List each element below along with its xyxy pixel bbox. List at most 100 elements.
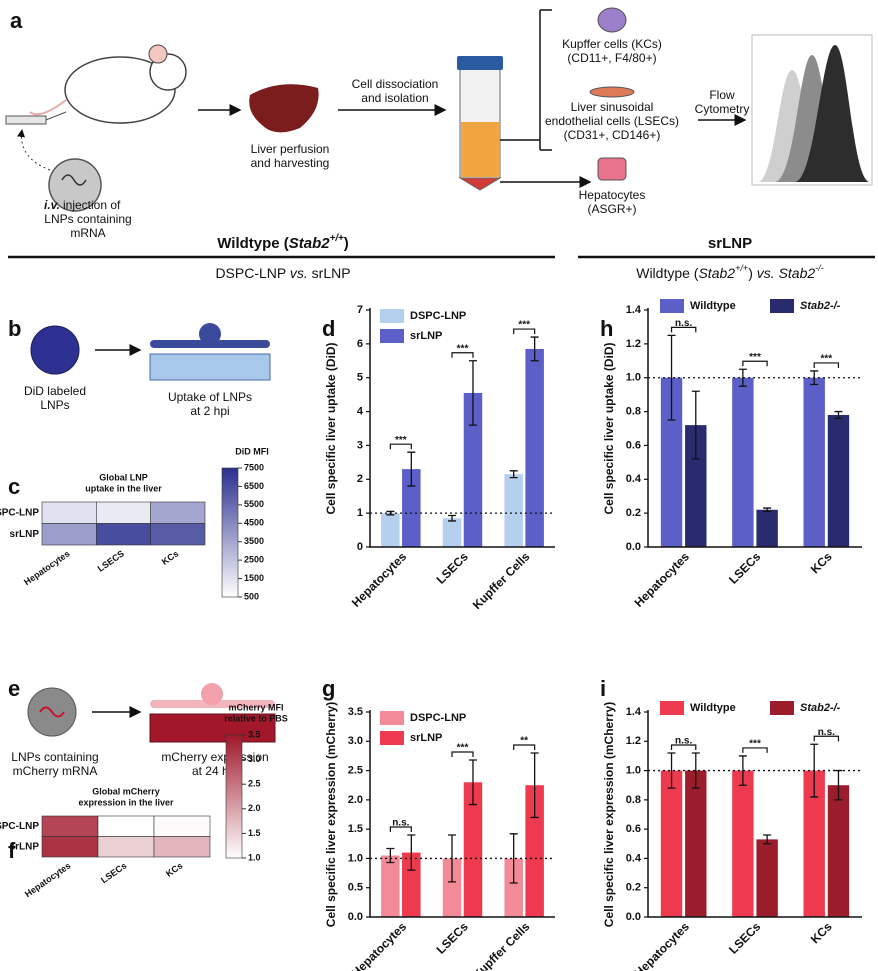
significance-bracket xyxy=(513,328,536,335)
colorbar-tick-label: 6500 xyxy=(244,481,264,491)
heatmap-title: Global LNP xyxy=(99,472,148,482)
error-bar xyxy=(763,507,772,513)
legend-label: srLNP xyxy=(410,330,442,342)
axes xyxy=(369,308,555,548)
legend-swatch xyxy=(380,329,404,343)
caption: LNPs xyxy=(40,398,69,412)
y-tick-label: 0.0 xyxy=(348,911,363,923)
significance-bracket xyxy=(389,443,412,450)
y-tick-label: 3.5 xyxy=(348,706,363,718)
caption: mCherry mRNA xyxy=(13,764,98,778)
x-tick-label: LSECs xyxy=(726,919,763,956)
colorbar-tick-label: 1.5 xyxy=(248,828,261,838)
bar xyxy=(685,770,707,917)
legend-label: DSPC-LNP xyxy=(410,310,466,322)
injection-emph: i.v. xyxy=(44,198,60,212)
heatmap-cell xyxy=(150,523,206,546)
y-tick-label: 5 xyxy=(357,372,363,384)
caption: (ASGR+) xyxy=(587,202,636,216)
significance-bracket xyxy=(813,362,840,368)
caption: Flow xyxy=(709,88,735,102)
heading-part: +/+ xyxy=(330,233,344,244)
bar xyxy=(827,785,850,917)
y-tick-label: 1.0 xyxy=(626,372,641,384)
significance-bracket xyxy=(742,360,768,367)
bar xyxy=(827,414,850,547)
y-tick-label: 1.2 xyxy=(626,735,641,747)
colorbar-tick-label: 4500 xyxy=(244,518,264,528)
heading-part: DSPC-LNP xyxy=(215,265,289,281)
bar xyxy=(525,348,544,547)
axes xyxy=(369,710,555,918)
heatmap-cell xyxy=(97,815,155,837)
y-tick-label: 6 xyxy=(357,338,363,350)
caption: Uptake of LNPs xyxy=(168,390,252,404)
colorbar-tick-label: 2.5 xyxy=(248,779,261,789)
legend-label: Wildtype xyxy=(690,300,736,312)
column-label: LSECs xyxy=(99,860,129,885)
caption: DiD labeled xyxy=(24,384,86,398)
y-tick-label: 1 xyxy=(357,507,363,519)
syringe xyxy=(5,115,47,125)
panel-label: f xyxy=(8,838,16,863)
legend-swatch xyxy=(380,309,404,323)
error-bar xyxy=(738,368,747,387)
heading-part: Wildtype ( xyxy=(636,265,699,281)
legend-label: Stab2-/- xyxy=(800,300,841,312)
significance-label: *** xyxy=(457,743,469,754)
significance-label: *** xyxy=(749,739,761,750)
heading-part: ) xyxy=(748,265,757,281)
y-tick-label: 4 xyxy=(357,405,364,417)
x-tick-label: Kupffer Cells xyxy=(470,919,533,971)
mouse-ear xyxy=(148,44,168,64)
colorbar-tick-label: 2500 xyxy=(244,555,264,565)
bar xyxy=(442,518,462,547)
error-bar xyxy=(407,834,416,871)
section-heading: Wildtype (Stab2+/+) vs. Stab2-/- xyxy=(636,263,824,280)
column-label: LSECS xyxy=(96,548,126,573)
heatmap-title: expression in the liver xyxy=(78,797,174,807)
heading-part: Stab2 xyxy=(775,265,816,281)
heatmap-cell xyxy=(96,501,151,524)
heatmap-cell xyxy=(41,523,97,546)
colorbar-tick-label: 3500 xyxy=(244,536,264,546)
axes xyxy=(647,308,862,548)
colorbar-tick-label: 7500 xyxy=(244,462,264,472)
y-tick-label: 1.4 xyxy=(626,706,642,718)
error-bar xyxy=(386,847,395,864)
error-bar xyxy=(763,834,772,845)
y-tick-label: 0.4 xyxy=(626,852,642,864)
heatmap-title: Global mCherry xyxy=(92,786,160,796)
significance-label: *** xyxy=(395,435,407,446)
x-tick-label: LSECs xyxy=(434,919,471,956)
column-label: KCs xyxy=(160,548,180,567)
error-bar xyxy=(468,360,477,426)
bar xyxy=(803,770,825,917)
lnp-icon xyxy=(30,325,80,375)
significance-bracket xyxy=(742,747,768,753)
x-tick-label: KCs xyxy=(808,919,835,946)
section-heading: DSPC-LNP vs. srLNP xyxy=(215,265,350,281)
error-bar xyxy=(448,834,457,883)
mouse-tail xyxy=(29,99,67,116)
legend-swatch xyxy=(380,711,404,725)
mrna-icon xyxy=(39,706,65,718)
error-bar xyxy=(468,759,477,806)
heading-part: Stab2 xyxy=(289,235,331,252)
x-tick-label: Hepatocytes xyxy=(349,549,410,610)
bar xyxy=(685,425,707,547)
tube-liquid xyxy=(461,122,499,177)
heatmap-cell xyxy=(97,836,155,858)
colorbar-tick-label: 3.5 xyxy=(248,729,261,739)
heading-part: Stab2 xyxy=(698,265,735,281)
legend-swatch xyxy=(660,299,684,313)
error-bar xyxy=(667,334,676,421)
error-bar xyxy=(407,451,416,487)
bar xyxy=(732,770,754,917)
panel-label: g xyxy=(322,676,335,701)
heatmap-title: uptake in the liver xyxy=(85,483,162,493)
colorbar-label: DiD MFI xyxy=(235,446,269,456)
liver-icon xyxy=(249,84,319,133)
significance-label: n.s. xyxy=(818,727,835,738)
bar xyxy=(660,377,683,547)
